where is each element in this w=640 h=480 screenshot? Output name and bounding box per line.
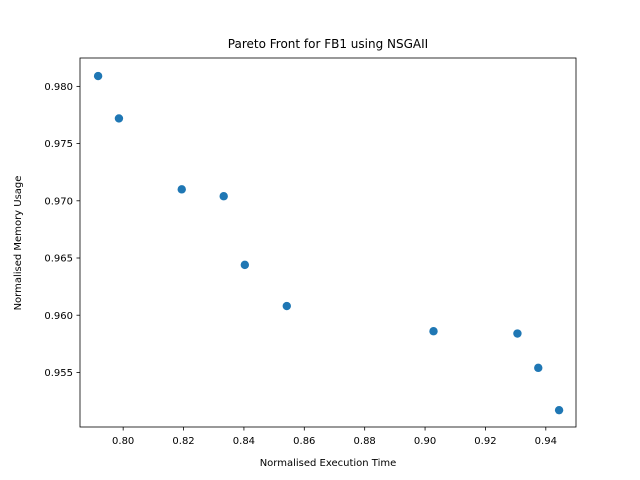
y-axis-label: Normalised Memory Usage [13, 176, 24, 311]
data-point-10 [554, 405, 564, 415]
x-tick-label: 0.84 [233, 436, 255, 447]
axes-frame [79, 57, 577, 428]
x-tick-label: 0.92 [474, 436, 496, 447]
data-point-6 [282, 301, 291, 311]
x-tick-label: 0.80 [112, 436, 134, 447]
x-tick-label: 0.94 [535, 436, 557, 447]
data-point-7 [429, 327, 438, 336]
data-point-4 [219, 192, 228, 201]
y-tick-label: 0.960 [44, 311, 73, 322]
data-point-9 [534, 363, 543, 373]
x-tick-label: 0.88 [354, 436, 376, 447]
y-tick-label: 0.970 [44, 196, 73, 207]
data-point-2 [114, 114, 124, 123]
data-point-5 [240, 260, 250, 270]
y-tick-label: 0.965 [44, 254, 73, 265]
chart-title: Pareto Front for FB1 using NSGAII [228, 37, 428, 51]
x-axis-label: Normalised Execution Time [260, 458, 397, 469]
x-tick-label: 0.90 [414, 436, 436, 447]
data-point-1 [93, 71, 103, 81]
x-tick-label: 0.86 [293, 436, 315, 447]
x-tick-label: 0.82 [172, 436, 194, 447]
y-tick-label: 0.980 [44, 82, 73, 93]
plot-area [93, 71, 564, 415]
x-axis: 0.80 0.82 0.84 0.86 0.88 0.90 0.92 0.94 [112, 427, 557, 447]
y-tick-label: 0.975 [44, 139, 73, 150]
y-tick-label: 0.955 [44, 368, 73, 379]
data-point-8 [513, 329, 522, 338]
data-points [93, 71, 564, 415]
y-axis: 0.955 0.960 0.965 0.970 0.975 0.980 [44, 82, 80, 379]
data-point-3 [177, 185, 186, 194]
